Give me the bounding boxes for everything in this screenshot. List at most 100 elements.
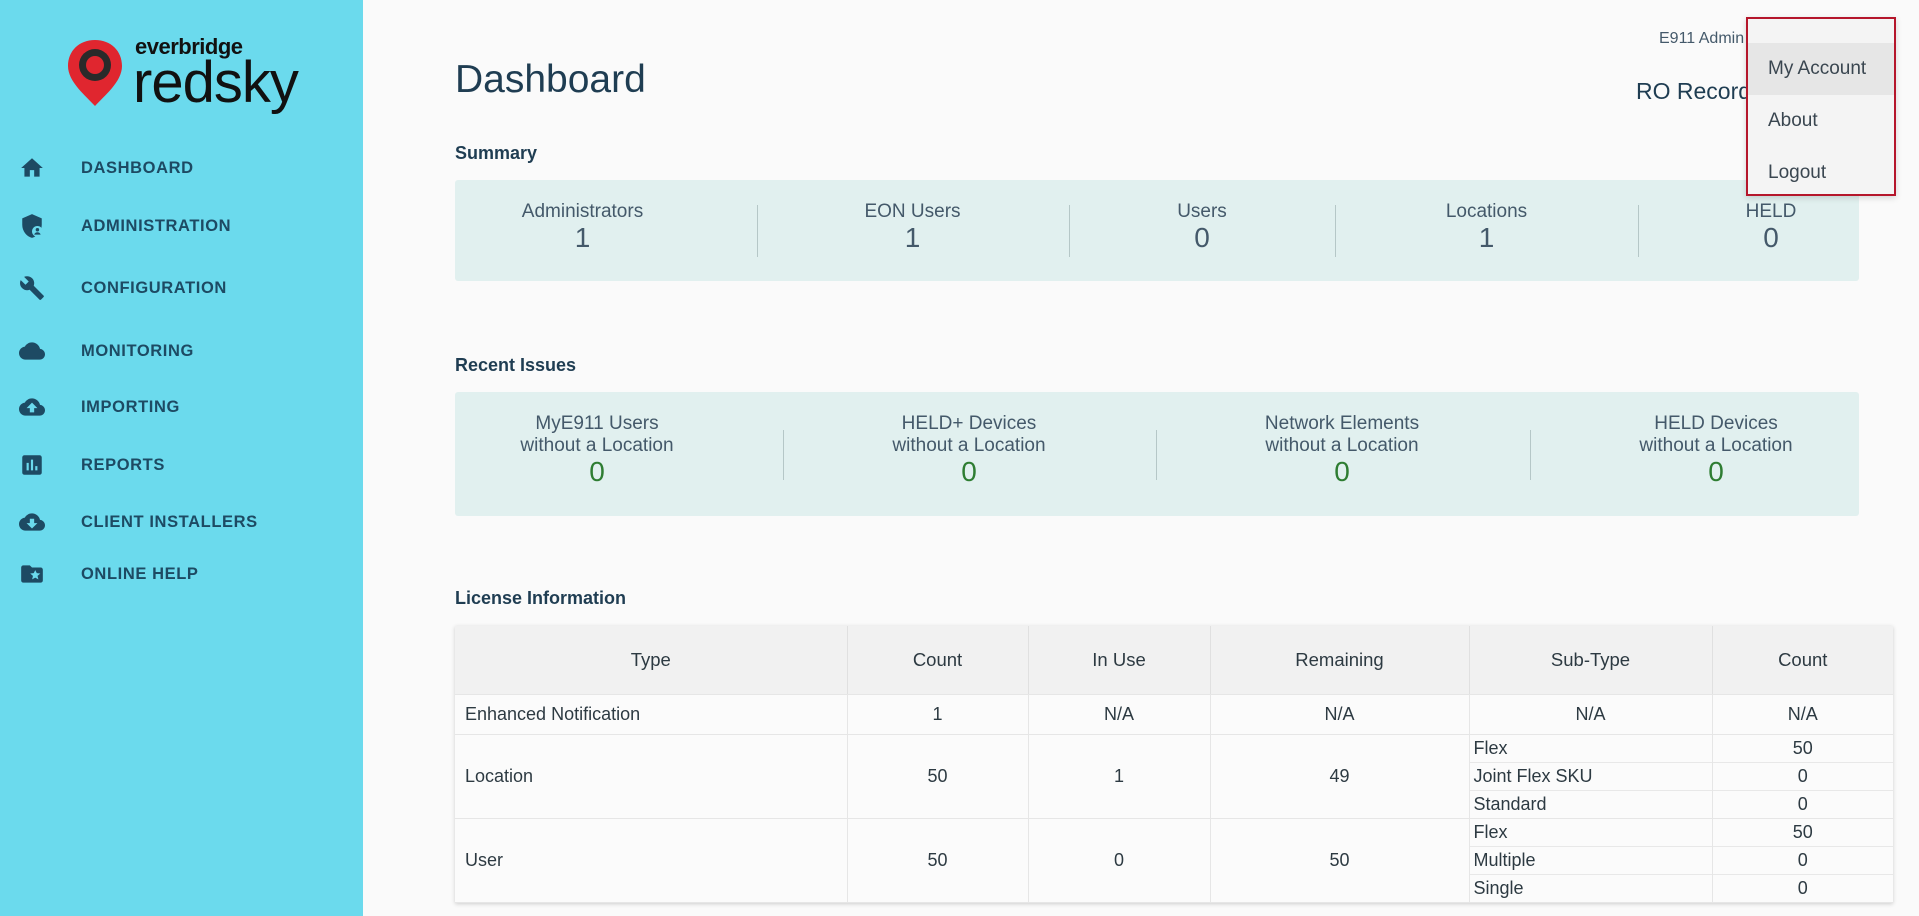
divider xyxy=(1335,205,1336,257)
sidebar-item-configuration[interactable]: CONFIGURATION xyxy=(0,268,363,308)
logo[interactable]: everbridge redsky xyxy=(66,34,299,112)
summary-stat-locations: Locations 1 xyxy=(1335,201,1638,253)
recent-issues-panel: MyE911 Users without a Location 0 HELD+ … xyxy=(455,392,1859,516)
sidebar-item-label: MONITORING xyxy=(81,341,194,360)
column-header-sub-count[interactable]: Count xyxy=(1712,626,1893,695)
sidebar-item-monitoring[interactable]: MONITORING xyxy=(0,331,363,371)
stat-label: Administrators xyxy=(521,201,644,222)
column-header-sub-type[interactable]: Sub-Type xyxy=(1469,626,1713,695)
sidebar-item-dashboard[interactable]: DASHBOARD xyxy=(0,148,363,188)
cell-type: Enhanced Notification xyxy=(455,694,848,735)
sub-count: 50 xyxy=(1712,735,1893,763)
issue-stat-network-elements: Network Elements without a Location 0 xyxy=(1156,413,1528,487)
cell-sub-type: N/A xyxy=(1469,694,1713,735)
stat-value: 0 xyxy=(1334,456,1350,487)
table-row: Location 50 1 49 Flex Joint Flex SKU Sta… xyxy=(455,734,1893,819)
summary-stat-eon-users: EON Users 1 xyxy=(757,201,1068,253)
page-title: Dashboard xyxy=(455,58,646,101)
stat-value: 1 xyxy=(904,222,921,253)
column-header-remaining[interactable]: Remaining xyxy=(1210,626,1470,695)
stat-label: EON Users xyxy=(864,201,961,222)
summary-panel: Administrators 1 EON Users 1 Users 0 Loc… xyxy=(455,180,1859,281)
cell-remaining: 49 xyxy=(1210,734,1470,819)
sub-type: Flex xyxy=(1469,735,1712,763)
stat-label: HELD Devices xyxy=(1654,413,1778,434)
divider xyxy=(783,430,784,480)
stat-value: 0 xyxy=(1708,456,1724,487)
user-menu-name[interactable]: E911 Admin xyxy=(1659,30,1745,47)
menu-item-logout[interactable]: Logout xyxy=(1768,162,1827,183)
cell-count: 50 xyxy=(847,734,1029,819)
stat-label: without a Location xyxy=(1639,435,1793,456)
stat-value: 1 xyxy=(1478,222,1495,253)
stat-label: without a Location xyxy=(892,435,1046,456)
cell-type: Location xyxy=(455,734,848,819)
sub-count: 0 xyxy=(1712,847,1893,875)
logo-brand-small: everbridge xyxy=(135,34,243,59)
sidebar-item-label: CLIENT INSTALLERS xyxy=(81,512,258,531)
divider xyxy=(1156,430,1157,480)
stat-label: Locations xyxy=(1445,201,1528,222)
cell-in-use: N/A xyxy=(1028,694,1211,735)
column-header-type[interactable]: Type xyxy=(455,626,848,695)
sub-type: Joint Flex SKU xyxy=(1469,763,1712,791)
cell-count: 50 xyxy=(847,818,1029,903)
shield-user-icon xyxy=(18,212,46,240)
sidebar-item-label: IMPORTING xyxy=(81,397,180,416)
issue-stat-mye911-users: MyE911 Users without a Location 0 xyxy=(455,413,739,487)
sidebar-item-reports[interactable]: REPORTS xyxy=(0,445,363,485)
sidebar-item-label: REPORTS xyxy=(81,455,165,474)
account-dropdown-menu: My Account About Logout xyxy=(1746,17,1896,196)
cell-type: User xyxy=(455,818,848,903)
stat-label: MyE911 Users xyxy=(535,413,659,434)
cell-sub-counts: 50 0 0 xyxy=(1712,734,1893,819)
summary-stat-held: HELD 0 xyxy=(1638,201,1904,253)
stat-label: without a Location xyxy=(1265,435,1419,456)
stat-value: 0 xyxy=(1194,222,1210,253)
cloud-download-icon xyxy=(18,508,46,536)
summary-stat-administrators: Administrators 1 xyxy=(455,201,710,253)
sidebar-item-label: DASHBOARD xyxy=(81,158,194,177)
sidebar-item-label: ONLINE HELP xyxy=(81,564,199,583)
sidebar-item-online-help[interactable]: ONLINE HELP xyxy=(0,554,363,594)
sub-type: Standard xyxy=(1473,794,1547,814)
summary-stat-users: Users 0 xyxy=(1069,201,1335,253)
folder-star-icon xyxy=(18,560,46,588)
sidebar-item-administration[interactable]: ADMINISTRATION xyxy=(0,206,363,246)
stat-label: HELD+ Devices xyxy=(901,413,1037,434)
recent-issues-title: Recent Issues xyxy=(455,355,577,375)
table-header-row: Type Count In Use Remaining Sub-Type Cou… xyxy=(455,626,1893,695)
cell-sub-count: N/A xyxy=(1712,694,1893,735)
sidebar-item-client-installers[interactable]: CLIENT INSTALLERS xyxy=(0,502,363,542)
cell-sub-counts: 50 0 0 xyxy=(1712,818,1893,903)
cell-count: 1 xyxy=(847,694,1029,735)
location-pin-icon xyxy=(68,40,122,106)
sidebar-item-label: ADMINISTRATION xyxy=(81,216,232,235)
license-title: License Information xyxy=(455,588,627,608)
sub-type: Multiple xyxy=(1469,847,1712,875)
wrench-icon xyxy=(18,274,46,302)
cell-remaining: N/A xyxy=(1210,694,1470,735)
tenant-name: RO Record xyxy=(1636,78,1752,104)
menu-item-my-account[interactable]: My Account xyxy=(1748,43,1894,95)
sidebar: everbridge redsky DASHBOARD ADMINISTRATI… xyxy=(0,0,363,916)
license-table: Type Count In Use Remaining Sub-Type Cou… xyxy=(455,626,1893,903)
stat-label: Users xyxy=(1177,201,1227,222)
stat-value: 0 xyxy=(1763,222,1779,253)
table-row: User 50 0 50 Flex Multiple Single 50 0 0 xyxy=(455,818,1893,903)
cell-in-use: 1 xyxy=(1028,734,1211,819)
summary-title: Summary xyxy=(455,143,538,163)
column-header-count[interactable]: Count xyxy=(847,626,1029,695)
table-row: Enhanced Notification 1 N/A N/A N/A N/A xyxy=(455,694,1893,735)
stat-label: without a Location xyxy=(520,435,674,456)
sidebar-item-importing[interactable]: IMPORTING xyxy=(0,387,363,427)
cell-sub-types: Flex Multiple Single xyxy=(1469,818,1713,903)
menu-item-about[interactable]: About xyxy=(1768,110,1818,131)
stat-label: Network Elements xyxy=(1264,413,1420,434)
sub-type: Single xyxy=(1473,878,1524,898)
cell-remaining: 50 xyxy=(1210,818,1470,903)
stat-value: 1 xyxy=(574,222,591,253)
cell-in-use: 0 xyxy=(1028,818,1211,903)
sub-count: 0 xyxy=(1712,763,1893,791)
column-header-in-use[interactable]: In Use xyxy=(1028,626,1211,695)
